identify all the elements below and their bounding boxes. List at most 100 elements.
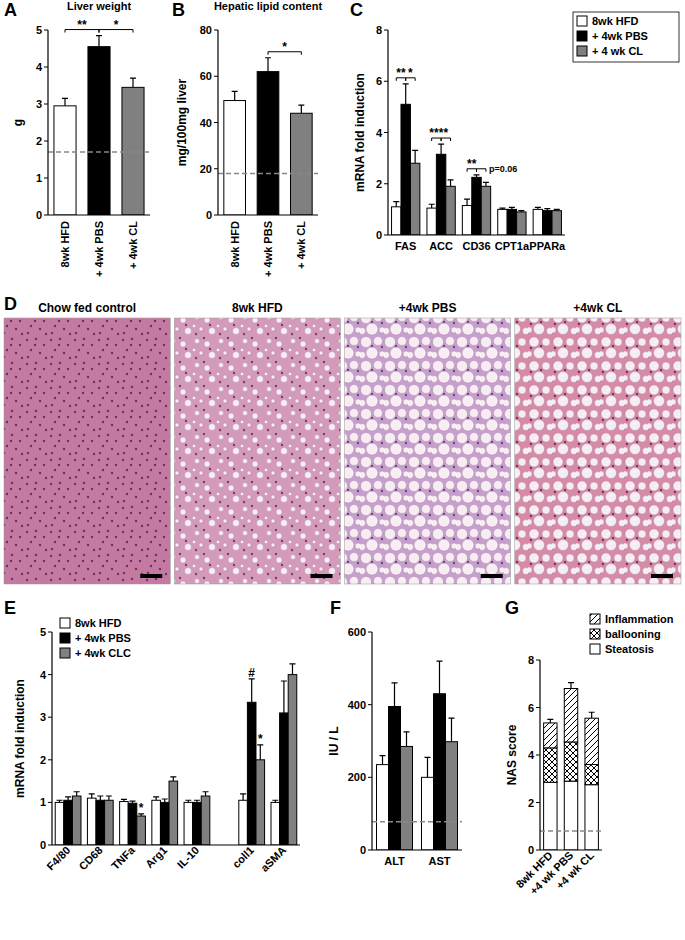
error-bar xyxy=(554,209,560,210)
y-axis-title: mRNA fold induction xyxy=(13,679,27,798)
y-tick-label: 20 xyxy=(200,163,212,175)
reference-line xyxy=(48,151,150,153)
bar xyxy=(152,800,161,845)
y-axis xyxy=(371,632,372,850)
error-bar xyxy=(281,681,287,713)
y-axis xyxy=(51,632,52,845)
y-tick xyxy=(536,802,540,803)
error-bar xyxy=(412,150,418,163)
x-tick-label: CD36 xyxy=(462,240,490,252)
bar xyxy=(96,800,105,845)
scale-bar xyxy=(651,574,673,578)
x-tick-label: coll1 xyxy=(230,844,256,870)
error-bar xyxy=(240,794,246,800)
x-axis xyxy=(388,234,565,235)
error-bar xyxy=(170,777,176,781)
y-tick-label: 600 xyxy=(348,626,366,638)
bar xyxy=(481,186,490,235)
y-tick xyxy=(48,717,52,718)
x-tick-label: CD68 xyxy=(76,844,104,872)
bar xyxy=(498,209,507,235)
bar xyxy=(122,87,144,215)
legend-swatch xyxy=(590,614,600,624)
y-tick-label: 6 xyxy=(528,702,534,714)
bar xyxy=(256,760,265,845)
chart-panel: G024688wk HFD+4 wk PBS+4 wk CLNAS scoreI… xyxy=(505,598,674,897)
y-tick-label: 5 xyxy=(36,24,42,36)
chart-panel: C02468FASACCCD36CPT1aPPARamRNA fold indu… xyxy=(350,0,679,252)
panel-letter: D xyxy=(4,294,17,314)
bar xyxy=(533,209,542,235)
reference-line xyxy=(372,821,462,823)
x-tick-label: 8wk HFD xyxy=(229,221,241,268)
image-title: +4wk PBS xyxy=(399,301,457,315)
error-bar xyxy=(289,664,295,675)
x-tick-label: ACC xyxy=(429,240,453,252)
error-bar xyxy=(380,756,386,765)
y-tick xyxy=(536,755,540,756)
y-axis-title: mg/100mg liver xyxy=(175,78,189,166)
x-tick-label: ALT xyxy=(384,855,405,867)
error-bar xyxy=(437,661,443,694)
histology-image xyxy=(174,318,340,584)
bar xyxy=(401,746,413,850)
significance-label: * xyxy=(282,40,287,54)
bar xyxy=(169,781,178,845)
legend-swatch xyxy=(60,633,70,643)
legend: InflammationballooningSteatosis xyxy=(590,613,674,655)
error-bar xyxy=(89,794,95,798)
bar xyxy=(288,675,297,845)
reference-line xyxy=(540,830,602,832)
significance-label: ** xyxy=(396,66,406,80)
bar xyxy=(434,694,446,850)
x-axis xyxy=(52,844,300,845)
bar xyxy=(88,47,110,215)
y-tick-label: 0 xyxy=(40,839,46,851)
bar xyxy=(257,72,279,215)
plot-area xyxy=(48,36,150,215)
bar xyxy=(462,206,471,235)
significance-label: * xyxy=(408,66,413,80)
y-tick xyxy=(48,759,52,760)
image-title: +4wk CL xyxy=(573,301,622,315)
legend-swatch xyxy=(577,46,587,56)
legend-swatch xyxy=(590,629,600,639)
bar xyxy=(585,785,598,850)
y-tick-label: 40 xyxy=(200,117,212,129)
bar xyxy=(193,802,202,845)
y-tick xyxy=(44,104,48,105)
error-bar xyxy=(298,105,304,113)
error-bar xyxy=(121,799,127,801)
x-tick-label: Arg1 xyxy=(143,844,169,870)
significance-label: * xyxy=(258,732,263,746)
significance-label: p=0.06 xyxy=(489,164,517,174)
y-tick-label: 0 xyxy=(360,844,366,856)
error-bar xyxy=(393,202,399,207)
error-bar xyxy=(272,800,278,802)
legend-box xyxy=(573,12,679,62)
legend: 8wk HFD+ 4wk PBS+ 4wk CLC xyxy=(60,617,131,659)
y-tick xyxy=(48,674,52,675)
legend-label: + 4wk PBS xyxy=(592,30,648,42)
bar xyxy=(544,748,557,782)
bar xyxy=(564,742,577,781)
y-tick-label: 4 xyxy=(40,669,47,681)
y-tick-label: 80 xyxy=(200,24,212,36)
plot-area xyxy=(218,58,318,215)
bar xyxy=(446,742,458,850)
error-bar xyxy=(130,801,136,803)
error-bar xyxy=(474,175,480,178)
y-tick-label: 0 xyxy=(206,209,212,221)
scale-bar xyxy=(481,574,503,578)
y-tick xyxy=(536,850,540,851)
bar xyxy=(377,765,389,850)
panel-letter: F xyxy=(330,598,341,618)
error-bar xyxy=(74,792,80,796)
error-bar xyxy=(97,796,103,800)
error-bar xyxy=(544,209,550,211)
y-tick xyxy=(384,81,388,82)
significance-label: * xyxy=(114,18,119,32)
bar xyxy=(507,209,516,235)
x-tick-label: AST xyxy=(429,855,451,867)
bar xyxy=(517,212,526,235)
